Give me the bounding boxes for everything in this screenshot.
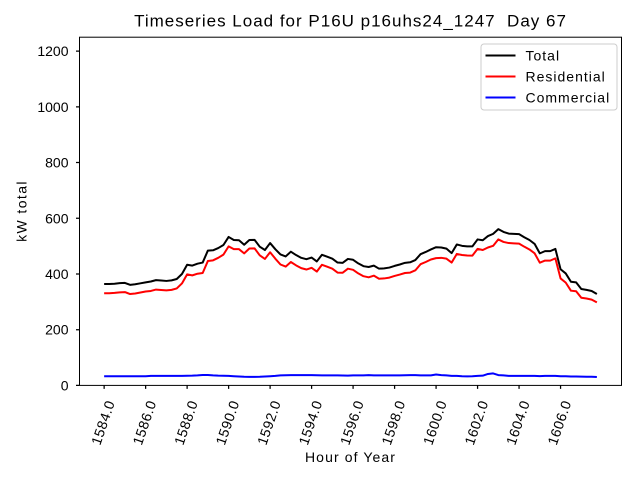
svg-text:1200: 1200 xyxy=(37,43,68,59)
svg-text:400: 400 xyxy=(45,266,69,282)
svg-text:Hour of Year: Hour of Year xyxy=(305,449,396,465)
svg-text:Residential: Residential xyxy=(526,69,606,85)
svg-text:Commercial: Commercial xyxy=(526,90,611,106)
svg-text:Timeseries Load for P16U p16uh: Timeseries Load for P16U p16uhs24_1247 D… xyxy=(134,12,567,31)
svg-text:0: 0 xyxy=(61,377,69,393)
svg-text:1000: 1000 xyxy=(37,99,68,115)
svg-text:600: 600 xyxy=(45,210,69,226)
svg-text:800: 800 xyxy=(45,155,69,171)
svg-text:Total: Total xyxy=(526,48,561,64)
svg-text:200: 200 xyxy=(45,322,69,338)
svg-text:kW total: kW total xyxy=(14,180,30,242)
